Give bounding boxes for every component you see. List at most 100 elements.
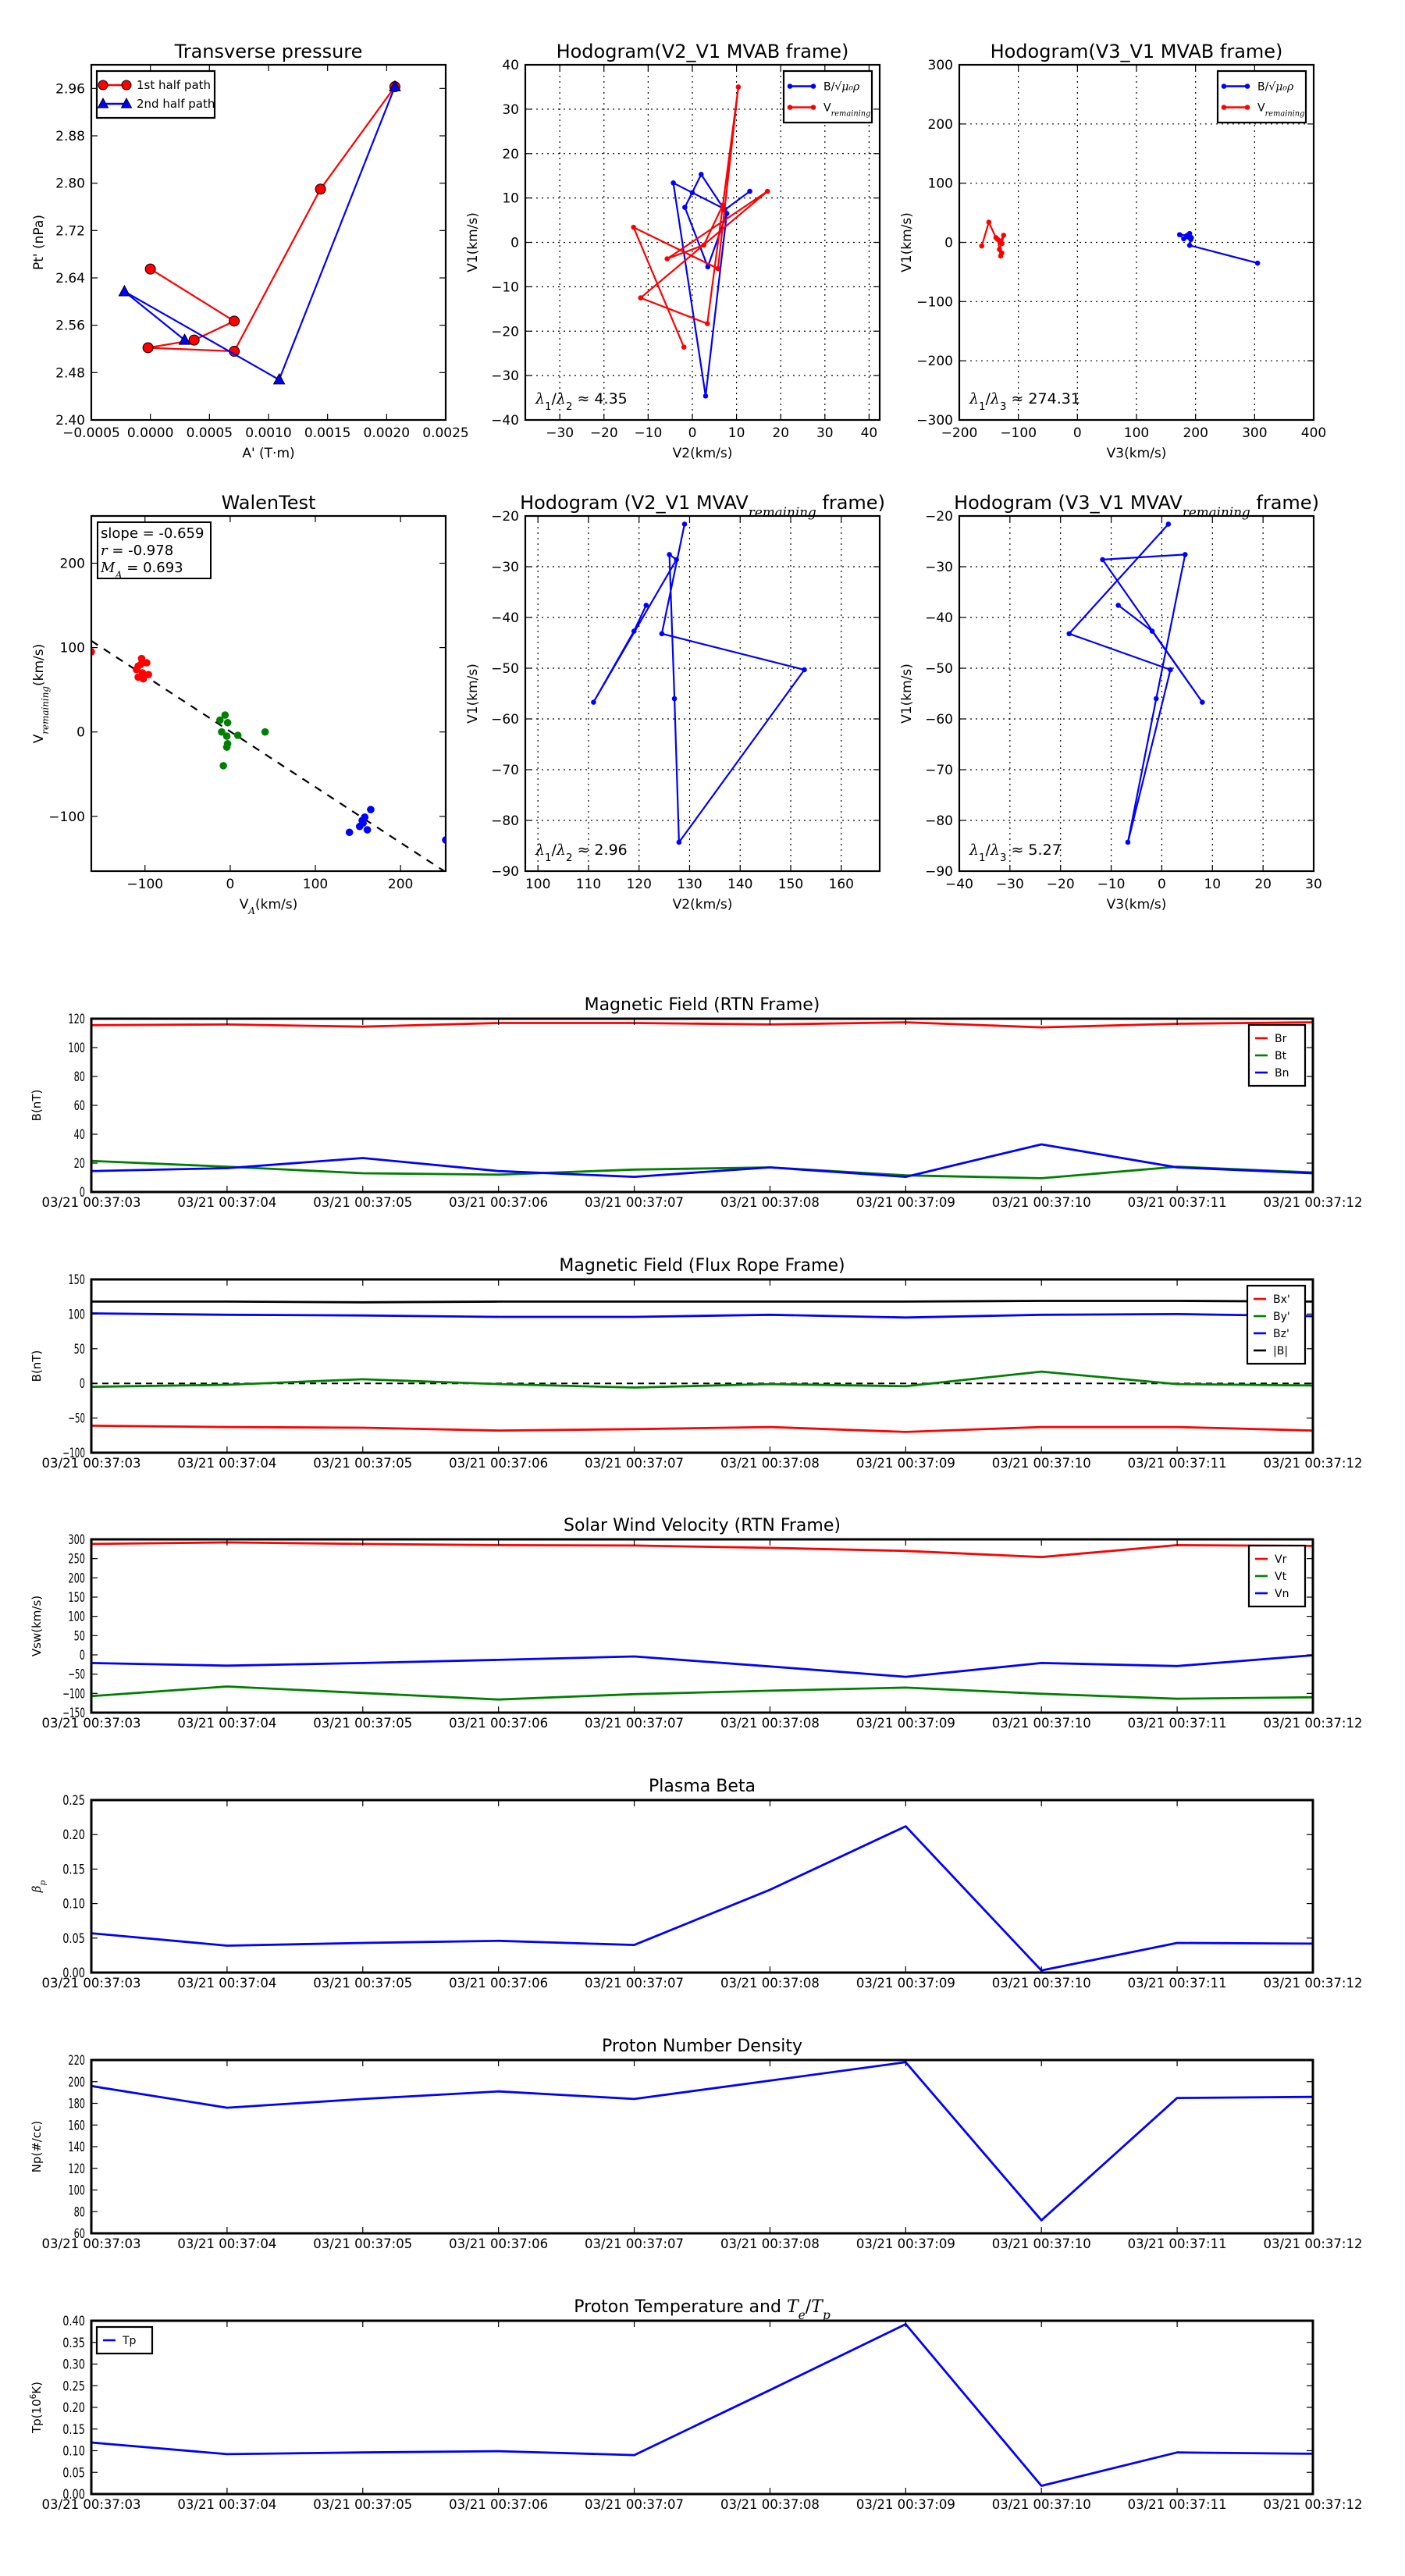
proton-temperature-chart: 03/21 00:37:03 03/21 00:37:04 03/21 00:37:… [29,2297,1363,2513]
x-tick-label: −100 [1000,425,1037,441]
x-tick-label: 03/21 00:37:11 [1128,1456,1227,1471]
legend-label: B/√μ₀ρ [1257,81,1294,94]
chart-title: Hodogram (V3_V1 MVAVremaining frame) [954,492,1319,520]
legend-marker [1221,84,1227,89]
x-tick-label: 03/21 00:37:09 [856,2497,955,2513]
x-tick-label: 03/21 00:37:06 [449,2236,548,2252]
y-tick-label: 20 [502,147,519,162]
y-tick-label: −20 [491,509,519,525]
hodogram-v2-v1-mvab-series-0-marker [724,211,730,216]
legend-label: 1st half path [137,78,211,92]
magnetic-field-rtn-series-0-line [91,1021,1313,1029]
text-segment: remaining [40,686,51,735]
hodogram-v2-v1-mvab-series-0-marker [747,188,752,194]
legend-frame [782,69,873,124]
legend-item: Vremaining [787,102,870,118]
x-tick-label: 03/21 00:37:09 [856,1716,955,1731]
legend-item: Bx' [1254,1293,1290,1306]
text-segment: = -0.978 [108,543,174,559]
chart-title: Magnetic Field (RTN Frame) [585,995,820,1015]
hodogram-v2-v1-mvab-series-0-marker [705,264,711,270]
text-segment: 2 [566,852,572,864]
legend-label: Tp [122,2335,137,2347]
chart-title: Magnetic Field (Flux Rope Frame) [559,1256,845,1276]
y-axis-label: V1(km/s) [899,212,915,272]
x-tick-label: 03/21 00:37:07 [585,1716,684,1731]
y-tick-label: 100 [928,176,953,192]
legend-marker [1244,84,1250,89]
magnetic-field-flux-rope-series-2-line [91,1312,1313,1319]
y-tick-label: 60 [74,2226,85,2242]
chart-title: Hodogram(V2_V1 MVAB frame) [557,41,849,62]
legend: Br Bt Bn [1247,1023,1307,1087]
plot-area [591,521,807,845]
y-tick-label: 2.72 [55,223,85,239]
y-tick-label: 40 [74,1127,85,1143]
legend-label: B/√μ₀ρ [823,81,860,94]
text-segment: (km/s) [31,644,47,686]
text-segment: 1 [979,401,985,413]
x-tick-label: 03/21 00:37:07 [585,1456,684,1471]
x-tick-label: 03/21 00:37:07 [585,1976,684,1991]
x-tick-label: 03/21 00:37:07 [585,2497,684,2513]
magnetic-field-flux-rope-series-1-line [91,1370,1313,1389]
legend-item: By' [1254,1311,1290,1323]
x-axis-label: V2(km/s) [673,446,733,461]
x-tick-label: 03/21 00:37:12 [1264,1976,1363,1991]
transverse-pressure-series-0-marker [144,263,156,275]
x-tick-label: 03/21 00:37:12 [1264,1195,1363,1211]
magnetic-field-flux-rope-series-0-line [91,1425,1313,1433]
x-tick-label: 03/21 00:37:05 [313,1456,412,1471]
transverse-pressure-series-1-marker [272,372,286,385]
plot-area [91,2322,1313,2487]
chart-title: WalenTest [222,492,316,514]
text-segment: frame) [816,492,885,514]
hodogram-v3-v1-mvab-series-1-marker [1001,233,1007,238]
text-segment: Hodogram (V2_V1 MVAV [520,492,749,514]
text-segment: remaining [1265,109,1305,118]
text-segment: λ [969,390,979,407]
x-tick-label: 03/21 00:37:10 [992,1716,1091,1731]
hodogram-v3-v1-mvav-series-0-marker [1100,557,1105,563]
text-segment: μ₀ρ [1275,81,1294,94]
walen-test-series-1-point [233,731,242,739]
y-tick-label: 200 [60,557,85,572]
text-segment: 3 [1000,852,1006,864]
y-tick-label: 150 [68,1272,85,1288]
hodogram-v3-v1-mvav-series-0-line [1068,523,1204,844]
x-tick-label: 10 [728,425,745,441]
text-segment: λ [556,841,566,859]
legend-item: Bt [1255,1050,1287,1062]
walen-test-series-0-point [133,665,140,674]
x-tick-label: 03/21 00:37:06 [449,1976,548,1991]
y-tick-label: 100 [68,2183,85,2199]
hodogram-v2-v1-mvab-series-1-marker [681,344,687,350]
y-tick-label: 0 [80,1376,85,1392]
x-tick-label: 20 [772,425,789,441]
x-tick-label: 110 [576,877,601,892]
x-axis-label: A' (T·m) [242,446,294,461]
legend-frame [1247,1544,1307,1608]
legend: B/√μ₀ρ Vremaining [782,69,873,124]
proton-number-density-series-0-line [91,2061,1313,2222]
plot-area [91,640,446,871]
y-tick-label: 0 [80,1185,85,1201]
plot-area [91,1825,1313,1972]
legend-marker [810,105,816,110]
walen-test-series-1-point [261,728,269,736]
x-tick-label: 30 [816,425,834,441]
y-tick-label: −30 [925,560,953,575]
x-tick-label: 03/21 00:37:05 [313,1976,412,1991]
y-tick-label: 150 [68,1590,85,1606]
walen-test-series-2-point [358,817,366,824]
eigenvalue-ratio-annotation: λ1/λ3 ≈ 274.31 [969,390,1080,413]
legend-item: Vremaining [1221,102,1305,118]
legend-item: Bz' [1254,1328,1289,1340]
y-tick-label: −30 [491,368,519,384]
x-tick-label: −30 [546,425,574,441]
y-tick-label: 200 [68,2075,85,2090]
y-tick-label: 0.25 [62,1793,85,1809]
text-segment: V [240,897,249,913]
walen-test-series-1-point [218,728,226,736]
